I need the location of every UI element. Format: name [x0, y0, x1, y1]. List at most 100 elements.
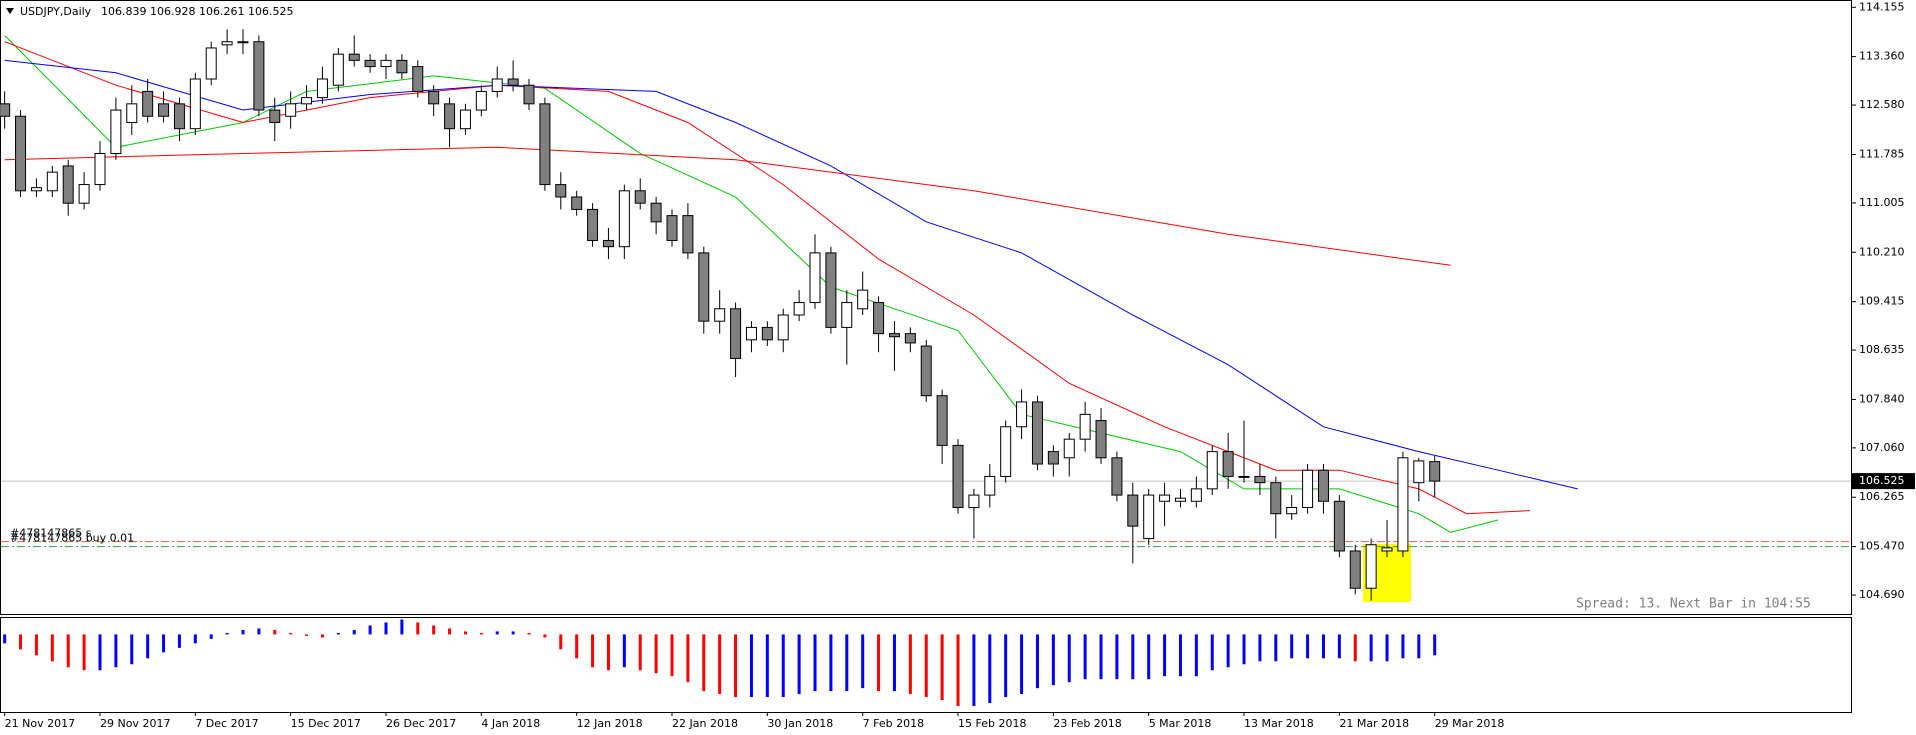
last-price-label: 106.525 — [1859, 474, 1905, 487]
x-tick-label: 21 Mar 2018 — [1339, 717, 1409, 730]
x-tick-label: 15 Dec 2017 — [291, 717, 361, 730]
candle-body — [1000, 426, 1012, 477]
candle-body — [904, 333, 916, 344]
histogram-bar — [320, 634, 324, 638]
candle-body — [15, 115, 27, 192]
histogram-bar — [1258, 634, 1262, 662]
histogram-bar — [146, 634, 150, 659]
candle-body — [1079, 413, 1091, 440]
histogram-bar — [1274, 634, 1278, 662]
candle-body — [1190, 488, 1202, 502]
histogram-bar — [543, 634, 547, 638]
histogram-bar — [1385, 634, 1389, 662]
candle-body — [444, 103, 456, 130]
candle-body — [666, 215, 678, 241]
histogram-bar — [1401, 634, 1405, 659]
candle-body — [873, 302, 885, 335]
histogram-bar — [162, 634, 166, 653]
candle-body — [1317, 469, 1329, 502]
histogram-bar — [66, 634, 70, 668]
histogram-bar — [50, 634, 54, 662]
histogram-bar — [988, 634, 992, 704]
candle-body — [205, 47, 217, 80]
histogram-bar — [1067, 634, 1071, 683]
candle-body — [221, 41, 233, 46]
candle-body — [650, 202, 662, 223]
histogram-bar — [606, 634, 610, 671]
histogram-bar — [463, 631, 467, 635]
histogram-bar — [19, 634, 23, 650]
histogram-bar — [352, 629, 356, 635]
histogram-bar — [908, 634, 912, 695]
candle-body — [459, 109, 471, 130]
histogram-bar — [448, 628, 452, 635]
histogram-bar — [1433, 634, 1437, 656]
candle-body — [396, 59, 408, 74]
symbol: USDJPY,Daily — [20, 5, 92, 18]
histogram-bar — [1178, 634, 1182, 677]
candle-body — [857, 289, 869, 310]
histogram-bar — [622, 634, 626, 668]
histogram-bar — [1051, 634, 1055, 686]
candle-body — [1095, 420, 1107, 459]
candle-body — [745, 326, 757, 341]
candle-body — [539, 103, 551, 186]
candle-body — [809, 252, 821, 304]
histogram-bar — [1417, 634, 1421, 659]
header-close: 106.525 — [248, 5, 294, 18]
candle-body — [793, 302, 805, 316]
histogram-bar — [718, 634, 722, 695]
candle-body — [841, 302, 853, 328]
header-open: 106.839 — [101, 5, 147, 18]
y-tick-label: 111.005 — [1859, 196, 1905, 209]
candle-body — [984, 475, 996, 496]
histogram-bar — [1369, 634, 1373, 662]
header-low: 106.261 — [199, 5, 245, 18]
histogram-bar — [1226, 634, 1230, 668]
histogram-bar — [384, 622, 388, 635]
candle-body — [364, 59, 376, 68]
histogram-bar — [209, 634, 213, 639]
candle-body — [237, 41, 249, 44]
last-price-box — [1852, 473, 1915, 490]
candle-body — [920, 345, 932, 397]
histogram-bar — [1163, 634, 1167, 677]
candle-body — [761, 326, 773, 341]
histogram-bar — [241, 629, 245, 635]
histogram-bar — [956, 634, 960, 707]
histogram-bar — [813, 634, 817, 692]
y-tick-label: 109.415 — [1859, 295, 1905, 308]
candle-body — [78, 184, 90, 204]
histogram-bar — [765, 634, 769, 698]
candle-body — [30, 187, 42, 192]
histogram-bar — [82, 634, 86, 671]
x-tick-label: 21 Nov 2017 — [5, 717, 75, 730]
x-tick-label: 26 Dec 2017 — [386, 717, 456, 730]
histogram-bar — [3, 634, 7, 644]
candle-body — [1111, 457, 1123, 496]
candle-body — [698, 252, 710, 322]
candle-body — [1174, 497, 1186, 502]
candle-body — [475, 90, 487, 111]
candle-body — [1270, 482, 1282, 515]
histogram-bar — [336, 632, 340, 635]
histogram-bar — [1035, 634, 1039, 689]
candle-body — [825, 252, 837, 328]
histogram-bar — [225, 632, 229, 635]
candle-body — [0, 103, 11, 117]
candle-body — [952, 444, 964, 508]
candle-body — [1159, 494, 1171, 502]
x-tick-label: 12 Jan 2018 — [577, 717, 643, 730]
candle-body — [173, 103, 185, 130]
candle-body — [1397, 457, 1409, 552]
candle-body — [730, 308, 742, 359]
histogram-bar — [940, 634, 944, 701]
candle-body — [1333, 500, 1345, 552]
candle-body — [1222, 451, 1234, 477]
histogram-bar — [1147, 634, 1151, 680]
x-tick-label: 13 Mar 2018 — [1244, 717, 1314, 730]
histogram-bar — [1115, 634, 1119, 680]
candle-body — [1063, 438, 1075, 459]
candle-body — [1238, 475, 1250, 478]
